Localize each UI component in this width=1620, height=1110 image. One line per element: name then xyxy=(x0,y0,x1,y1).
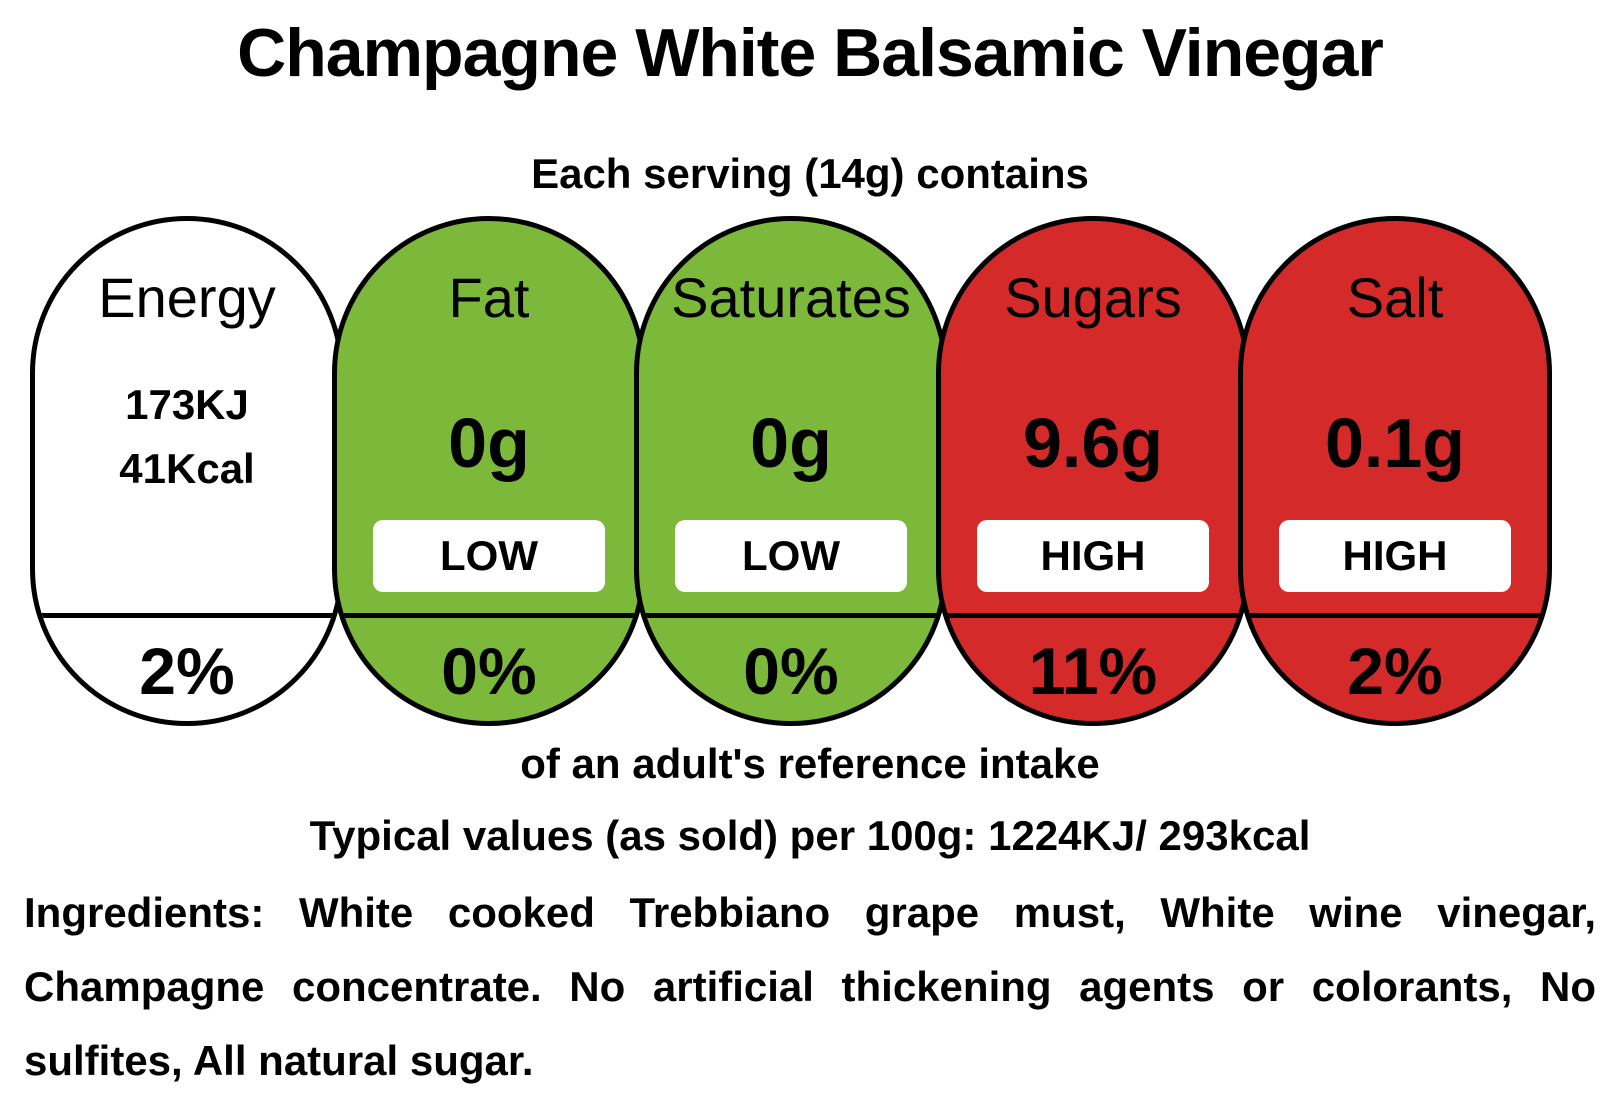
energy-card: Energy 173KJ 41Kcal 2% xyxy=(30,216,344,726)
sugars-card: Sugars 9.6g HIGH 11% xyxy=(936,216,1250,726)
nutrient-name-sugars: Sugars xyxy=(1004,266,1182,329)
fat-card: Fat 0g LOW 0% xyxy=(332,216,646,726)
product-title: Champagne White Balsamic Vinegar xyxy=(237,15,1384,91)
salt-value: 0.1g xyxy=(1324,404,1466,482)
card-divider xyxy=(1243,613,1547,618)
saturates-level-badge: LOW xyxy=(675,520,907,592)
card-divider xyxy=(35,613,339,618)
sugars-value: 9.6g xyxy=(1022,404,1164,482)
saturates-value: 0g xyxy=(750,404,832,482)
fat-value: 0g xyxy=(448,404,530,482)
energy-kcal: 41Kcal xyxy=(119,445,255,492)
nutrient-name-fat: Fat xyxy=(448,266,530,329)
nutrient-name-saturates: Saturates xyxy=(671,266,911,329)
card-divider xyxy=(941,613,1245,618)
energy-percent: 2% xyxy=(139,634,235,708)
fat-percent: 0% xyxy=(441,634,537,708)
serving-caption: Each serving (14g) contains xyxy=(531,150,1089,197)
nutrient-name-energy: Energy xyxy=(98,266,276,329)
ingredients-text: Ingredients: White cooked Trebbiano grap… xyxy=(24,889,1596,1084)
card-divider xyxy=(337,613,641,618)
sugars-percent: 11% xyxy=(1028,634,1158,708)
saturates-card: Saturates 0g LOW 0% xyxy=(634,216,948,726)
reference-intake-caption: of an adult's reference intake xyxy=(520,740,1100,787)
energy-kj: 173KJ xyxy=(125,381,249,428)
typical-values: Typical values (as sold) per 100g: 1224K… xyxy=(309,812,1311,859)
saturates-percent: 0% xyxy=(743,634,839,708)
salt-card: Salt 0.1g HIGH 2% xyxy=(1238,216,1552,726)
fat-level-badge: LOW xyxy=(373,520,605,592)
nutrient-name-salt: Salt xyxy=(1346,266,1444,329)
nutrition-traffic-light-panel: Energy 173KJ 41Kcal 2% Fat 0g LOW 0% Sat… xyxy=(30,216,1600,726)
card-divider xyxy=(639,613,943,618)
salt-percent: 2% xyxy=(1347,634,1443,708)
sugars-level-badge: HIGH xyxy=(977,520,1209,592)
salt-level-badge: HIGH xyxy=(1279,520,1511,592)
